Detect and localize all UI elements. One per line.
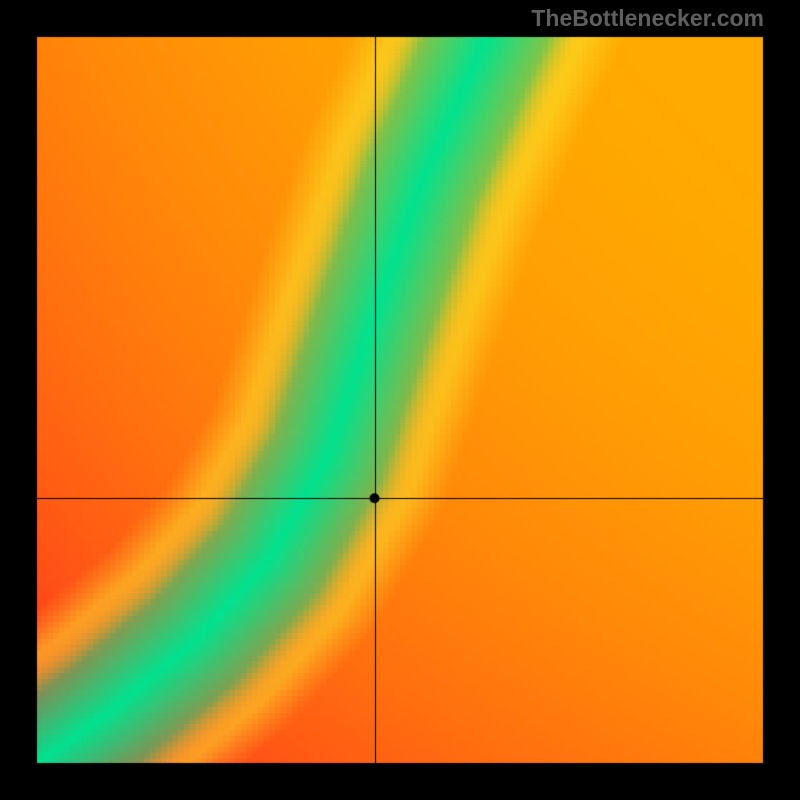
watermark-label: TheBottlenecker.com <box>531 5 764 32</box>
crosshair-overlay <box>0 0 800 800</box>
chart-root: { "canvas": { "width": 800, "height": 80… <box>0 0 800 800</box>
